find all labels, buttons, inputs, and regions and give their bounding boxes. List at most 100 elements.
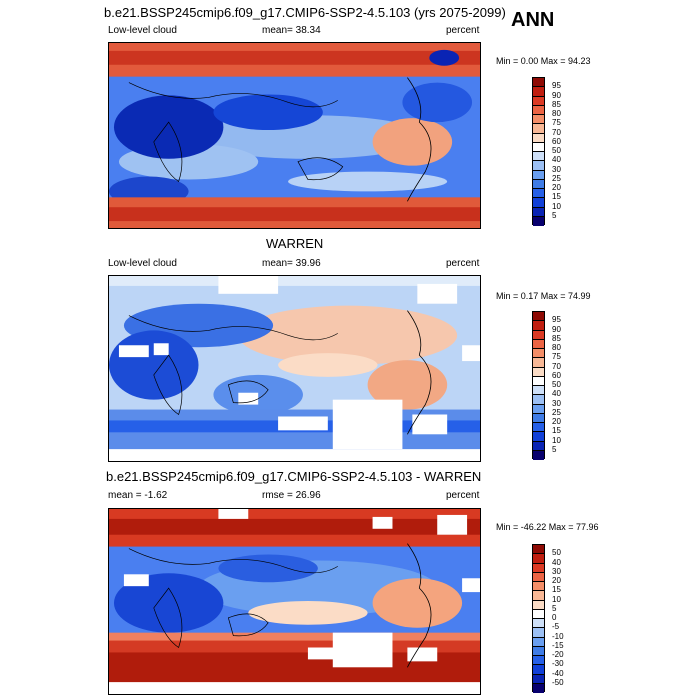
panel-2-title: WARREN xyxy=(266,236,324,251)
panel-2-min-max: Min = 0.17 Max = 74.99 xyxy=(496,291,591,301)
colorbar-segment xyxy=(533,413,544,423)
season-label: ANN xyxy=(511,9,555,31)
colorbar-segment xyxy=(533,683,544,693)
panel-2-colorbar xyxy=(532,311,545,460)
colorbar-tick-label: 60 xyxy=(552,136,561,146)
colorbar-segment xyxy=(533,339,544,349)
colorbar-tick-label: 80 xyxy=(552,109,561,118)
colorbar-segment xyxy=(533,198,544,208)
colorbar-segment xyxy=(533,358,544,368)
colorbar-tick-label: 0 xyxy=(552,613,557,622)
colorbar-tick-label: 85 xyxy=(552,333,561,343)
colorbar-tick-label: 10 xyxy=(552,435,561,445)
panel-1-map xyxy=(108,42,481,229)
colorbar-segment xyxy=(533,330,544,340)
colorbar-segment xyxy=(533,367,544,377)
colorbar-tick-label: 20 xyxy=(552,183,561,192)
colorbar-segment xyxy=(533,450,544,460)
colorbar-segment xyxy=(533,78,544,88)
colorbar-tick-label: 30 xyxy=(552,398,561,408)
colorbar-tick-label: 5 xyxy=(552,603,557,613)
colorbar-segment xyxy=(533,105,544,115)
colorbar-tick-label: 85 xyxy=(552,99,561,109)
panel-1-mean-label: mean= 38.34 xyxy=(262,25,321,36)
colorbar-segment xyxy=(533,404,544,414)
colorbar-tick-label: 95 xyxy=(552,81,561,91)
panel-3-map xyxy=(108,508,481,695)
panel-1-variable-label: Low-level cloud xyxy=(108,25,177,36)
panel-3-rmse-label: rmse = 26.96 xyxy=(262,490,321,501)
colorbar-segment xyxy=(533,395,544,405)
colorbar-segment xyxy=(533,582,544,592)
colorbar-segment xyxy=(533,646,544,656)
panel-3-mean-label: mean = -1.62 xyxy=(108,490,168,501)
colorbar-segment xyxy=(533,545,544,555)
colorbar-tick-label: -50 xyxy=(552,677,564,687)
panel-1-colorbar xyxy=(532,77,545,226)
colorbar-segment xyxy=(533,591,544,601)
colorbar-segment xyxy=(533,124,544,134)
colorbar-segment xyxy=(533,637,544,647)
colorbar-tick-label: -5 xyxy=(552,622,560,632)
colorbar-tick-label: 40 xyxy=(552,557,561,567)
colorbar-tick-label: 75 xyxy=(552,118,561,128)
colorbar-tick-label: 90 xyxy=(552,90,561,100)
colorbar-tick-label: 80 xyxy=(552,343,561,352)
colorbar-segment xyxy=(533,386,544,396)
colorbar-tick-label: -15 xyxy=(552,640,564,650)
colorbar-tick-label: 10 xyxy=(552,594,561,604)
colorbar-tick-label: 20 xyxy=(552,417,561,426)
colorbar-tick-label: -30 xyxy=(552,659,564,669)
colorbar-tick-label: -20 xyxy=(552,650,564,659)
panel-3-min-max: Min = -46.22 Max = 77.96 xyxy=(496,522,599,532)
colorbar-tick-label: 50 xyxy=(552,548,561,558)
colorbar-segment xyxy=(533,572,544,582)
colorbar-tick-label: 20 xyxy=(552,576,561,585)
colorbar-tick-label: 90 xyxy=(552,324,561,334)
panel-3-colorbar xyxy=(532,544,545,693)
panel-3-units-label: percent xyxy=(446,490,480,501)
colorbar-tick-label: 25 xyxy=(552,173,561,183)
colorbar-segment xyxy=(533,349,544,359)
colorbar-segment xyxy=(533,115,544,125)
colorbar-segment xyxy=(533,189,544,199)
colorbar-segment xyxy=(533,432,544,442)
colorbar-tick-label: 70 xyxy=(552,361,561,371)
colorbar-segment xyxy=(533,609,544,619)
colorbar-segment xyxy=(533,441,544,451)
colorbar-segment xyxy=(533,142,544,152)
colorbar-tick-label: 75 xyxy=(552,352,561,362)
colorbar-tick-label: 15 xyxy=(552,426,561,436)
panel-2-units-label: percent xyxy=(446,258,480,269)
colorbar-segment xyxy=(533,628,544,638)
panel-2-mean-label: mean= 39.96 xyxy=(262,258,321,269)
colorbar-tick-label: 5 xyxy=(552,444,557,454)
colorbar-tick-label: 50 xyxy=(552,146,561,155)
colorbar-tick-label: -10 xyxy=(552,631,564,641)
colorbar-segment xyxy=(533,170,544,180)
colorbar-tick-label: 25 xyxy=(552,407,561,417)
colorbar-tick-label: 70 xyxy=(552,127,561,137)
panel-1-title: b.e21.BSSP245cmip6.f09_g17.CMIP6-SSP2-4.… xyxy=(104,5,506,20)
colorbar-tick-label: 95 xyxy=(552,315,561,325)
panel-2-map xyxy=(108,275,481,462)
colorbar-segment xyxy=(533,656,544,666)
colorbar-tick-label: 15 xyxy=(552,192,561,202)
panel-2-variable-label: Low-level cloud xyxy=(108,258,177,269)
colorbar-tick-label: 5 xyxy=(552,210,557,220)
colorbar-segment xyxy=(533,179,544,189)
colorbar-tick-label: -40 xyxy=(552,668,564,678)
colorbar-tick-label: 40 xyxy=(552,155,561,165)
colorbar-tick-label: 15 xyxy=(552,585,561,595)
panel-3-title: b.e21.BSSP245cmip6.f09_g17.CMIP6-SSP2-4.… xyxy=(106,469,482,484)
colorbar-segment xyxy=(533,665,544,675)
colorbar-tick-label: 30 xyxy=(552,566,561,576)
colorbar-segment xyxy=(533,207,544,217)
panel-1-units-label: percent xyxy=(446,25,480,36)
colorbar-segment xyxy=(533,87,544,97)
colorbar-segment xyxy=(533,321,544,331)
colorbar-tick-label: 40 xyxy=(552,389,561,399)
panel-1-min-max: Min = 0.00 Max = 94.23 xyxy=(496,56,591,66)
colorbar-tick-label: 10 xyxy=(552,201,561,211)
colorbar-tick-label: 30 xyxy=(552,164,561,174)
